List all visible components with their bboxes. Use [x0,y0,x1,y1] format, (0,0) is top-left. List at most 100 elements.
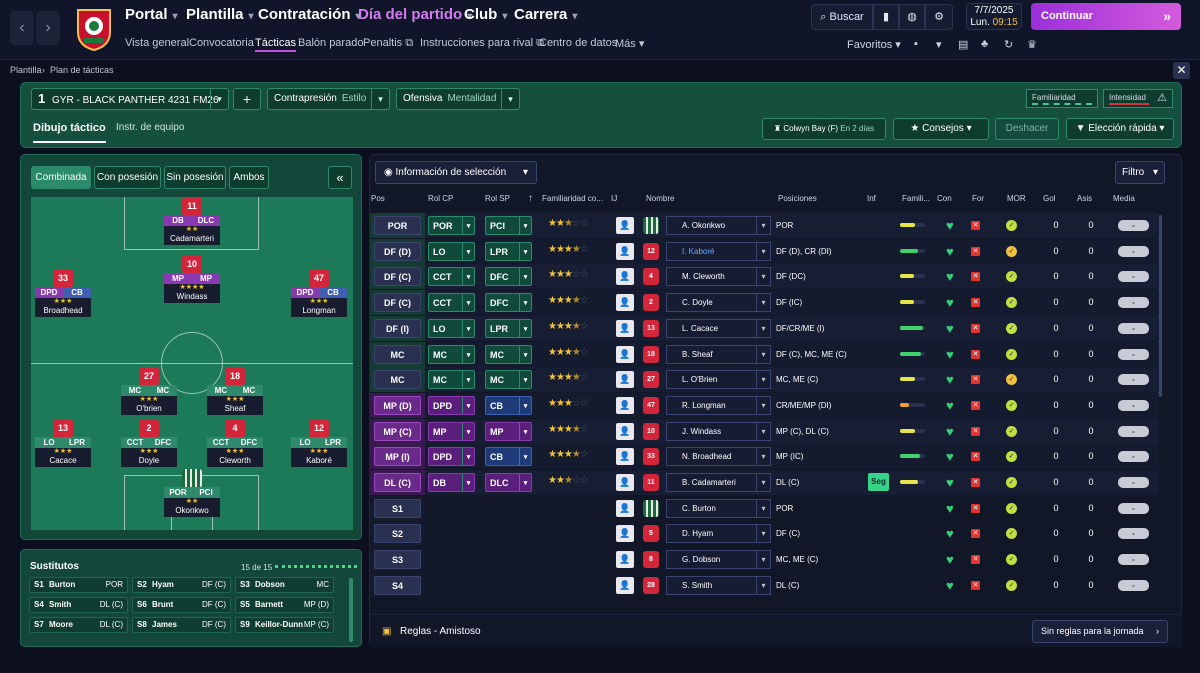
column-header[interactable]: Pos [371,194,385,203]
column-header[interactable]: Posiciones [778,194,817,203]
subnav-centro-datos[interactable]: Centro de datos [539,37,618,49]
player-select[interactable]: I. Kaboré ▾ [666,241,771,261]
role-cp-select[interactable]: LO ▾ [428,318,475,338]
player-profile-icon[interactable]: 👤 [616,319,634,337]
player-select[interactable]: J. Windass ▾ [666,421,771,441]
player-select[interactable]: B. Sheaf ▾ [666,344,771,364]
player-profile-icon[interactable]: 👤 [616,268,634,286]
position-button[interactable]: DF (D) [374,241,421,261]
position-button[interactable]: DF (C) [374,267,421,287]
tab-combinada[interactable]: Combinada [31,166,91,189]
list-scrollbar[interactable] [1158,215,1162,397]
role-cp-select[interactable]: POR ▾ [428,216,475,235]
gear-icon[interactable]: ⚙ [925,4,953,30]
position-button[interactable]: DL (C) [374,473,421,492]
tab-ambos[interactable]: Ambos [229,166,269,189]
player-select[interactable]: S. Smith ▾ [666,575,771,595]
player-profile-icon[interactable]: 👤 [616,371,634,389]
add-tactic-button[interactable]: + [233,88,261,110]
role-cp-select[interactable]: LO ▾ [428,241,475,261]
role-cp-select[interactable]: MP ▾ [428,421,475,441]
table-row[interactable]: DF (C) CCT ▾ DFC ▾ ★★★★☆ 👤 2 C. Doyle ▾ DF (IC) ♥ ✕ ✓… [370,290,1159,316]
clipboard-icon[interactable]: ▤ [958,39,969,51]
player-select[interactable]: N. Broadhead ▾ [666,447,771,467]
shirt-icon[interactable]: ▾ [936,39,942,51]
position-button[interactable]: MP (D) [374,395,421,415]
position-button[interactable]: POR [374,216,421,235]
subnav-instrucciones-rival[interactable]: Instrucciones para rival ⧉ [420,37,545,49]
breadcrumb-plantilla[interactable]: Plantilla [10,65,42,75]
sub-player[interactable]: S5 Barnett MP (D) [235,597,334,613]
tab-sin-posesion[interactable]: Sin posesión [164,166,226,189]
position-button[interactable]: DF (I) [374,318,421,338]
table-row[interactable]: MP (C) MP ▾ MP ▾ ★★★★☆ 👤 10 J. Windass ▾ MP (C), D… [370,418,1159,444]
player-profile-icon[interactable]: 👤 [616,474,634,491]
nav-club[interactable]: Club ▾ [464,6,508,23]
role-sp-select[interactable]: DFC ▾ [485,293,532,313]
role-cp-select[interactable]: DPD ▾ [428,447,475,467]
role-sp-select[interactable]: DLC ▾ [485,473,532,492]
column-header[interactable]: IJ [611,194,618,203]
column-header[interactable]: Con [937,194,952,203]
position-button[interactable]: MC [374,370,421,390]
player-profile-icon[interactable]: 👤 [616,525,634,543]
table-row[interactable]: MC MC ▾ MC ▾ ★★★★☆ 👤 18 B. Sheaf ▾ DF (C), MC, ME … [370,341,1159,367]
subnav-penaltis[interactable]: Penaltis ⧉ [363,37,414,49]
column-header[interactable]: Rol CP [428,194,454,203]
player-card[interactable]: 47 DPD CB ★★★ Longman [291,269,347,317]
forward-arrow-icon[interactable]: › [36,11,60,45]
table-row[interactable]: MP (I) DPD ▾ CB ▾ ★★★★☆ 👤 33 N. Broadhead ▾ MP (IC… [370,444,1159,470]
continue-button[interactable]: Continuar» [1031,3,1181,30]
role-sp-select[interactable]: LPR ▾ [485,241,532,261]
player-card[interactable]: 13 LO LPR ★★★ Cacace [35,419,91,467]
role-sp-select[interactable]: LPR ▾ [485,318,532,338]
player-select[interactable]: L. O'Brien ▾ [666,370,771,390]
player-profile-icon[interactable]: 👤 [616,345,634,363]
table-row[interactable]: S1 👤 C. Burton ▾ POR ♥ ✕ ✓ 0 0 - [370,495,1159,521]
subnav-balon-parado[interactable]: Balón parado [298,37,364,49]
player-select[interactable]: D. Hyam ▾ [666,524,771,544]
player-profile-icon[interactable]: 👤 [616,448,634,466]
table-row[interactable]: S4 👤 28 S. Smith ▾ DL (C) ♥ ✕ ✓ 0 0 - [370,572,1159,598]
table-row[interactable]: POR POR ▾ PCI ▾ ★★★☆☆ 👤 A. Okonkwo ▾ POR ♥ ✕ ✓ 0 0 - [370,213,1159,238]
collapse-button[interactable]: « [328,166,352,189]
favoritos-dropdown[interactable]: Favoritos ▾ [847,39,901,51]
column-header[interactable]: Inf [867,194,876,203]
player-profile-icon[interactable]: 👤 [616,551,634,569]
table-row[interactable]: DF (C) CCT ▾ DFC ▾ ★★★☆☆ 👤 4 M. Cleworth ▾ DF (DC)… [370,264,1159,290]
player-select[interactable]: M. Cleworth ▾ [666,267,771,287]
player-select[interactable]: B. Cadamarteri ▾ [666,473,771,492]
chat-icon[interactable]: ▪ [914,38,918,50]
table-row[interactable]: DF (I) LO ▾ LPR ▾ ★★★★☆ 👤 13 L. Cacace ▾ DF/CR/ME … [370,315,1159,341]
column-header[interactable]: Asis [1077,194,1093,203]
role-sp-select[interactable]: PCI ▾ [485,216,532,235]
player-profile-icon[interactable]: 👤 [616,576,634,594]
close-icon[interactable]: ✕ [1173,62,1190,79]
eleccion-rapida-button[interactable]: ▼ Elección rápida ▾ [1066,118,1174,140]
globe-icon[interactable]: ◍ [899,4,925,30]
scrollbar[interactable] [349,578,353,642]
player-card[interactable]: 10 MP MP ★★★★ Windass [164,255,220,303]
position-button[interactable]: S1 [374,498,421,518]
table-row[interactable]: MP (D) DPD ▾ CB ▾ ★★★☆☆ 👤 47 R. Longman ▾ CR/ME/MP… [370,392,1159,418]
info-seleccion-button[interactable]: ◉ Información de selección ▾ [375,161,537,184]
role-sp-select[interactable]: CB ▾ [485,395,532,415]
bookmark-icon[interactable]: ▮ [873,4,899,30]
player-select[interactable]: C. Doyle ▾ [666,293,771,313]
sub-player[interactable]: S9 Keillor-Dunn MP (C) [235,617,334,633]
mentality-select[interactable]: Ofensiva Mentalidad ▾ [396,88,520,110]
tab-dibujo-tactico[interactable]: Dibujo táctico [33,122,106,143]
role-cp-select[interactable]: MC ▾ [428,370,475,390]
player-select[interactable]: R. Longman ▾ [666,395,771,415]
sub-player[interactable]: S7 Moore DL (C) [29,617,128,633]
player-profile-icon[interactable]: 👤 [616,242,634,260]
role-cp-select[interactable]: CCT ▾ [428,293,475,313]
search-button[interactable]: ⌕ Buscar [811,4,873,30]
player-card[interactable]: 33 DPD CB ★★★ Broadhead [35,269,91,317]
pressing-style-select[interactable]: Contrapresión Estilo ▾ [267,88,390,110]
sub-player[interactable]: S2 Hyam DF (C) [132,577,231,593]
refresh-icon[interactable]: ↻ [1004,39,1014,51]
back-arrow-icon[interactable]: ‹ [10,11,34,45]
nav-dia-del-partido[interactable]: Día del partido ▾ [358,6,473,23]
player-select[interactable]: C. Burton ▾ [666,498,771,518]
